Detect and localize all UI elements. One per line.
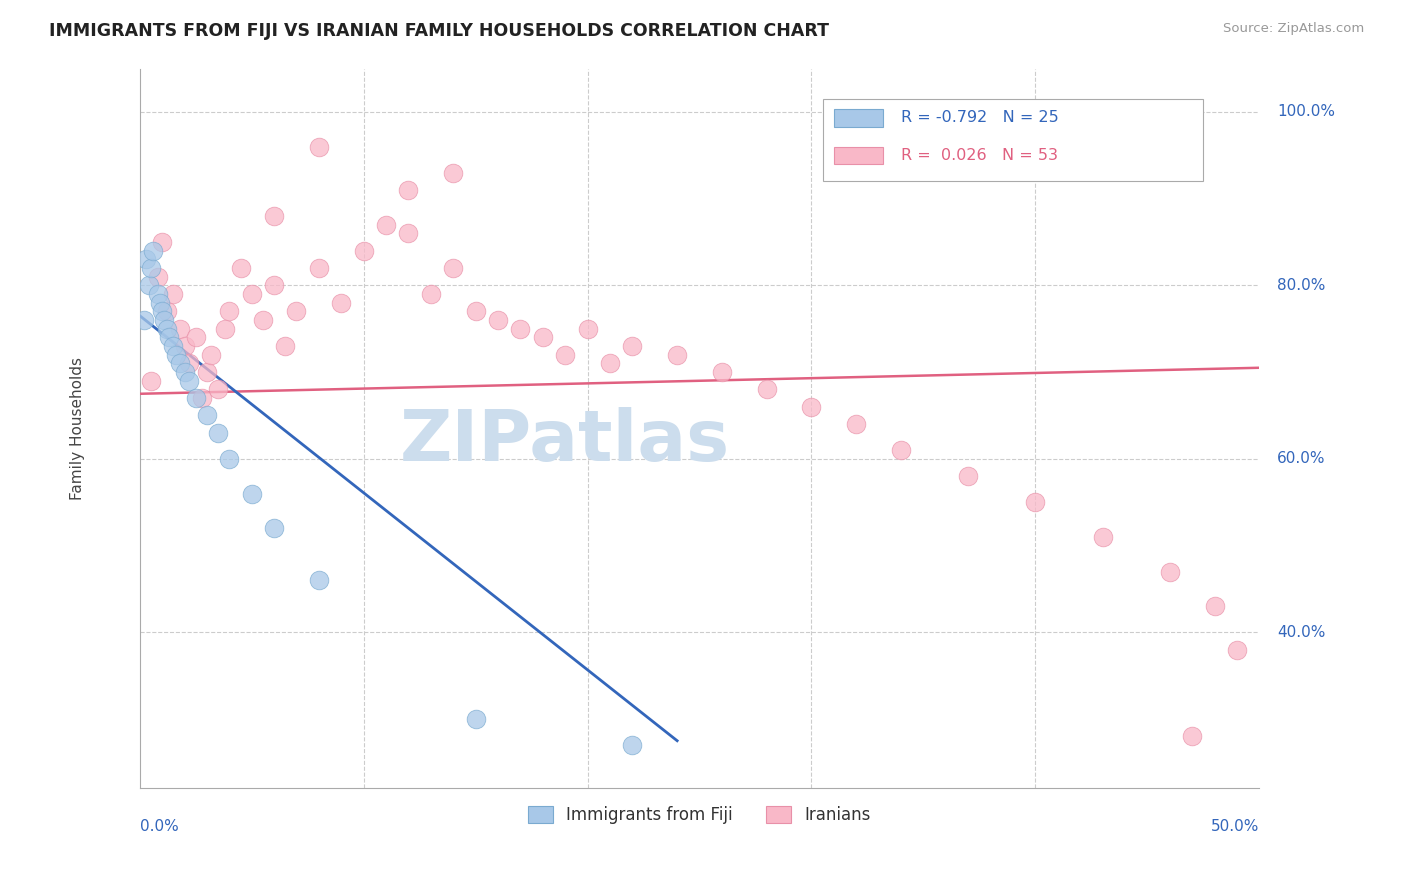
Point (957, 469, 980, 483)
Point (146, 287, 169, 301)
Text: Family Households: Family Households (69, 357, 84, 500)
Point (173, 365, 195, 379)
Point (207, 383, 229, 397)
Point (150, 235, 173, 249)
Point (162, 339, 184, 353)
Point (890, 443, 912, 458)
Point (240, 486, 263, 500)
Point (755, 383, 778, 397)
Point (153, 313, 176, 327)
Point (274, 339, 297, 353)
Point (177, 356, 200, 370)
Point (157, 330, 180, 344)
Bar (823, 99, 1204, 181)
Text: 80.0%: 80.0% (1277, 278, 1326, 293)
Point (139, 374, 162, 388)
Point (1204, 599, 1226, 614)
Point (138, 278, 160, 293)
Point (146, 269, 169, 284)
Text: 100.0%: 100.0% (1277, 104, 1336, 120)
Point (156, 322, 179, 336)
Point (214, 322, 236, 336)
Point (1091, 530, 1114, 544)
Text: 0.0%: 0.0% (139, 819, 179, 834)
Point (308, 139, 330, 153)
Point (398, 183, 420, 197)
Point (177, 374, 200, 388)
Text: 60.0%: 60.0% (1277, 451, 1326, 467)
Point (184, 330, 207, 344)
Point (162, 287, 184, 301)
Point (464, 712, 486, 726)
Text: ZIPatlas: ZIPatlas (401, 407, 730, 476)
Point (263, 278, 285, 293)
Text: 50.0%: 50.0% (1211, 819, 1260, 834)
Point (1226, 642, 1249, 657)
Text: IMMIGRANTS FROM FIJI VS IRANIAN FAMILY HOUSEHOLDS CORRELATION CHART: IMMIGRANTS FROM FIJI VS IRANIAN FAMILY H… (49, 22, 830, 40)
Point (509, 322, 531, 336)
Point (229, 260, 252, 275)
Point (308, 260, 330, 275)
Point (441, 260, 464, 275)
Point (134, 313, 156, 327)
Legend: Immigrants from Fiji, Iranians: Immigrants from Fiji, Iranians (522, 799, 877, 830)
Point (173, 339, 195, 353)
Point (200, 348, 222, 362)
Point (139, 260, 162, 275)
Point (150, 304, 173, 318)
Point (195, 365, 218, 379)
Point (240, 287, 263, 301)
Point (1024, 495, 1046, 509)
Point (666, 348, 689, 362)
Point (353, 244, 375, 258)
Point (191, 391, 214, 405)
Point (135, 252, 157, 267)
Point (1159, 565, 1181, 579)
Point (599, 356, 621, 370)
Bar (834, 146, 883, 164)
Point (149, 295, 172, 310)
Point (184, 391, 207, 405)
Point (464, 304, 486, 318)
Text: 40.0%: 40.0% (1277, 624, 1326, 640)
Point (308, 574, 330, 588)
Point (218, 451, 240, 466)
Bar (834, 110, 883, 127)
Point (398, 227, 420, 241)
Point (531, 330, 554, 344)
Point (800, 400, 823, 414)
Point (142, 244, 165, 258)
Text: Source: ZipAtlas.com: Source: ZipAtlas.com (1223, 22, 1364, 36)
Text: R = -0.792   N = 25: R = -0.792 N = 25 (901, 111, 1059, 126)
Point (621, 339, 644, 353)
Point (554, 348, 576, 362)
Point (419, 287, 441, 301)
Point (845, 417, 868, 431)
Point (1181, 730, 1204, 744)
Point (169, 356, 191, 370)
Point (576, 322, 599, 336)
Point (218, 304, 240, 318)
Point (156, 304, 179, 318)
Point (441, 166, 464, 180)
Point (486, 313, 509, 327)
Point (263, 521, 285, 535)
Point (252, 313, 274, 327)
Point (169, 322, 191, 336)
Point (375, 218, 398, 232)
Point (710, 365, 733, 379)
Point (621, 738, 644, 752)
Point (195, 409, 218, 423)
Point (207, 425, 229, 440)
Point (263, 209, 285, 223)
Point (330, 295, 353, 310)
Point (165, 348, 187, 362)
Point (285, 304, 308, 318)
Text: R =  0.026   N = 53: R = 0.026 N = 53 (901, 148, 1059, 162)
